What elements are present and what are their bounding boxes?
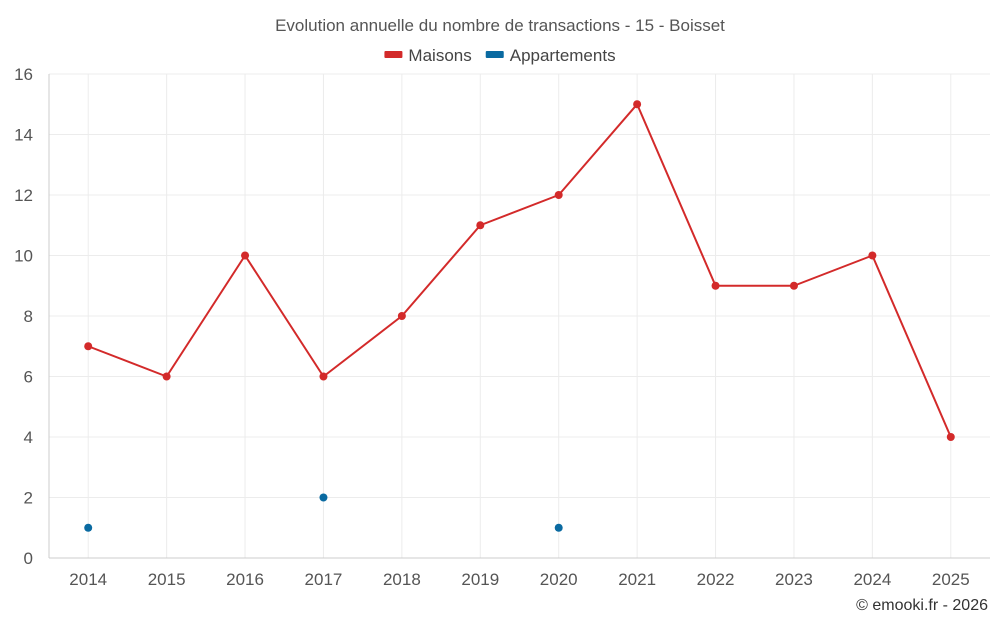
x-tick-label: 2023: [775, 570, 813, 589]
credit-text: © emooki.fr - 2026: [856, 597, 988, 614]
data-point-maisons[interactable]: [476, 221, 485, 230]
y-tick-label: 16: [14, 65, 33, 84]
x-tick-label: 2017: [305, 570, 343, 589]
y-tick-label: 0: [24, 549, 33, 568]
legend-swatch: [384, 51, 403, 58]
data-point-maisons[interactable]: [789, 281, 798, 290]
x-tick-label: 2024: [853, 570, 891, 589]
data-point-appartements[interactable]: [84, 523, 93, 532]
x-tick-label: 2016: [226, 570, 264, 589]
data-point-maisons[interactable]: [946, 433, 955, 441]
y-tick-label: 10: [14, 247, 33, 266]
x-tick-label: 2020: [540, 570, 578, 589]
data-point-appartements[interactable]: [319, 493, 328, 502]
data-point-maisons[interactable]: [84, 342, 93, 351]
data-point-appartements[interactable]: [554, 523, 563, 532]
data-point-maisons[interactable]: [868, 251, 877, 260]
series-line-maisons: [87, 103, 952, 438]
data-point-maisons[interactable]: [319, 372, 328, 381]
legend-item-appartements[interactable]: Appartements: [485, 46, 616, 65]
y-tick-label: 12: [14, 186, 33, 205]
x-tick-label: 2025: [932, 570, 970, 589]
y-tick-label: 14: [14, 126, 33, 145]
data-point-maisons[interactable]: [554, 191, 563, 199]
x-tick-label: 2022: [697, 570, 735, 589]
data-point-maisons[interactable]: [241, 251, 250, 260]
legend-label: Appartements: [510, 46, 616, 65]
legend-label: Maisons: [408, 46, 471, 65]
x-tick-label: 2015: [148, 570, 186, 589]
x-tick-label: 2021: [618, 570, 656, 589]
x-tick-label: 2018: [383, 570, 421, 589]
legend-swatch: [485, 51, 504, 58]
y-tick-label: 6: [24, 368, 33, 387]
y-tick-label: 8: [24, 307, 33, 326]
x-tick-label: 2014: [69, 570, 107, 589]
legend: Maisons Appartements: [384, 46, 616, 65]
axes: 0 2 4 6 8 10 12 14 16 2014 2015 2016 2017 2018 2019 202…: [14, 65, 990, 589]
y-tick-label: 2: [24, 489, 33, 508]
data-point-maisons[interactable]: [162, 372, 171, 381]
legend-item-maisons[interactable]: Maisons: [384, 46, 472, 65]
data-point-maisons[interactable]: [711, 281, 720, 290]
x-tick-label: 2019: [461, 570, 499, 589]
chart-title: Evolution annuelle du nombre de transact…: [275, 16, 725, 35]
data-point-maisons[interactable]: [633, 100, 642, 109]
y-tick-label: 4: [24, 428, 33, 447]
series-layer: [84, 100, 955, 532]
data-point-maisons[interactable]: [397, 312, 406, 320]
grid-lines: [49, 73, 990, 558]
